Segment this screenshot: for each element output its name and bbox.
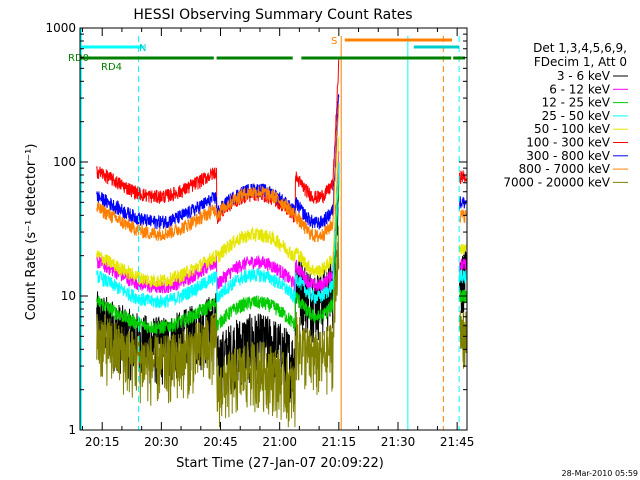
y-tick-label: 1 xyxy=(68,423,76,437)
x-tick-label: 20:45 xyxy=(203,435,238,449)
y-tick-label: 10 xyxy=(61,289,76,303)
flag-bar-segment xyxy=(80,56,214,60)
x-tick-label: 21:15 xyxy=(322,435,357,449)
legend-entry-label: 7000 - 20000 keV xyxy=(503,175,610,189)
legend-entry-label: 6 - 12 keV xyxy=(549,82,611,96)
series-line xyxy=(96,151,340,294)
x-tick-label: 21:00 xyxy=(262,435,297,449)
series-line xyxy=(459,209,467,224)
x-axis-label: Start Time (27-Jan-07 20:09:22) xyxy=(176,456,384,471)
flag-bar-segment xyxy=(301,56,452,60)
legend-header-decimation: FDecim 1, Att 0 xyxy=(534,55,627,69)
flag-bar-segment xyxy=(413,45,460,49)
x-tick-label: 21:45 xyxy=(440,435,475,449)
y-axis-label: Count Rate (s⁻¹ detector⁻¹) xyxy=(24,144,39,321)
series-line xyxy=(459,310,467,369)
legend-entry-label: 3 - 6 keV xyxy=(557,69,611,83)
legend-entry-label: 50 - 100 keV xyxy=(534,122,611,136)
series-line xyxy=(96,225,340,428)
x-axis: 20:15 20:30 20:45 21:00 21:15 21:30 21:45 xyxy=(81,28,475,449)
y-tick-label: 1000 xyxy=(45,21,76,35)
plot-area: RD0 N S RD4 xyxy=(68,28,467,430)
legend-header-detectors: Det 1,3,4,5,6,9, xyxy=(533,41,627,55)
series-line xyxy=(96,94,340,230)
y-tick-label: 100 xyxy=(53,155,76,169)
x-tick-label: 21:30 xyxy=(381,435,416,449)
legend-entry-label: 100 - 300 keV xyxy=(526,136,610,150)
series-line xyxy=(459,258,467,273)
footer-timestamp: 28-Mar-2010 05:59 xyxy=(562,469,639,478)
series-line xyxy=(96,57,340,224)
series-line xyxy=(459,243,467,257)
series-line xyxy=(96,136,340,288)
series-line xyxy=(459,269,467,284)
y-axis: 1 10 100 1000 xyxy=(45,21,467,437)
series-line xyxy=(96,161,340,309)
legend-entry-label: 800 - 7000 keV xyxy=(519,162,611,176)
flag-bar-label: N xyxy=(139,43,146,54)
x-tick-label: 20:15 xyxy=(85,435,120,449)
flag-bar-segment xyxy=(80,45,144,49)
series-line xyxy=(459,289,467,304)
flag-bar-label: RD0 xyxy=(68,53,89,64)
x-tick-label: 20:30 xyxy=(144,435,179,449)
flag-bar-segment xyxy=(453,56,466,60)
legend: Det 1,3,4,5,6,9, FDecim 1, Att 0 3 - 6 k… xyxy=(503,41,628,189)
flag-bar-label: RD4 xyxy=(101,62,122,73)
legend-entry-label: 12 - 25 keV xyxy=(542,96,611,110)
series-line xyxy=(96,104,340,243)
chart-title: HESSI Observing Summary Count Rates xyxy=(133,7,412,23)
legend-entry-label: 25 - 50 keV xyxy=(542,109,611,123)
flag-bar-segment xyxy=(344,38,453,42)
series-line xyxy=(96,178,340,335)
flag-bar-label: S xyxy=(331,36,337,47)
plot-frame xyxy=(79,27,468,431)
flag-bar-segment xyxy=(216,56,293,60)
legend-entry-label: 300 - 800 keV xyxy=(526,149,610,163)
